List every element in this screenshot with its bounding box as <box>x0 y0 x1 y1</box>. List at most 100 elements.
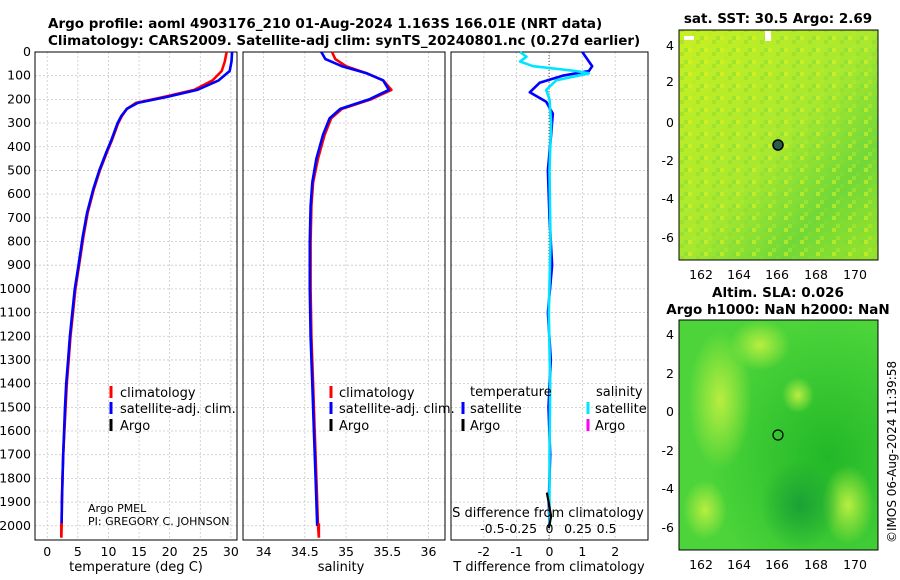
salinity-series <box>308 51 393 538</box>
sla-map-title-2: Argo h1000: NaN h2000: NaN <box>666 302 889 318</box>
y-tick-label: 1000 <box>0 281 31 296</box>
y-tick-label: 600 <box>7 186 31 201</box>
series-line-climatology <box>309 51 393 538</box>
sla-high <box>683 480 727 540</box>
y-tick-label: 2000 <box>0 518 31 533</box>
temperature-legend: climatology satellite-adj. clim. Argo <box>109 386 236 434</box>
top-x-tick-label: -0.25 <box>505 521 537 536</box>
difference-series <box>518 50 594 529</box>
header-line-1: Argo profile: aoml 4903176_210 01-Aug-20… <box>48 16 602 32</box>
top-x-tick-label: -0.5 <box>480 521 504 536</box>
sla-high <box>688 330 752 470</box>
x-tick-label: 35 <box>338 544 354 559</box>
y-tick-label: 900 <box>7 257 31 272</box>
y-tick-label: 1200 <box>0 328 31 343</box>
x-tick-label: 30 <box>223 544 239 559</box>
sst-ytick: -6 <box>662 230 675 245</box>
temperature-grid <box>35 51 237 540</box>
sla-map: Altim. SLA: 0.026 Argo h1000: NaN h2000:… <box>662 285 890 572</box>
sla-ytick: -4 <box>662 481 675 496</box>
argo-difference-line <box>545 492 553 529</box>
temperature-xlabel: temperature (deg C) <box>69 560 203 575</box>
salinity-ticks: 34 34.5 35 35.5 36 <box>256 544 437 559</box>
x-tick-label: 1 <box>578 544 586 559</box>
y-tick-label: 700 <box>7 210 31 225</box>
x-tick-label: 0 <box>546 544 554 559</box>
sst-ytick: -2 <box>662 153 674 168</box>
sla-low <box>760 460 840 550</box>
salinity-panel: 34 34.5 35 35.5 36 salinity climatology sate… <box>242 51 455 575</box>
y-tick-label: 100 <box>7 68 31 83</box>
sst-xtick: 164 <box>727 267 751 282</box>
sst-ytick: -4 <box>662 191 675 206</box>
difference-legend: temperature satellite Argo salinity sate… <box>461 385 647 434</box>
timestamp-stamp: ©IMOS 06-Aug-2024 11:39:58 <box>885 361 899 543</box>
legend-climatology: climatology <box>120 386 196 401</box>
sla-high <box>730 320 790 370</box>
temperature-panel: 0100200300400500600700800900100011001200… <box>0 44 239 575</box>
series-line-satellite-adj-clim <box>308 51 391 526</box>
sst-axes <box>678 29 879 261</box>
sla-ytick: -2 <box>662 443 674 458</box>
argo-position-marker <box>772 429 784 441</box>
sla-high <box>782 377 814 413</box>
sst-xtick: 162 <box>689 267 713 282</box>
x-tick-label: 5 <box>74 544 82 559</box>
sla-ytick: 2 <box>666 366 674 381</box>
x-tick-label: 20 <box>162 544 178 559</box>
sla-ytick: 0 <box>666 404 674 419</box>
sst-xtick: 168 <box>804 267 828 282</box>
y-tick-label: 800 <box>7 234 31 249</box>
y-tick-label: 1800 <box>0 470 31 485</box>
sla-map-title-1: Altim. SLA: 0.026 <box>712 285 844 301</box>
sst-cloud-gap <box>684 36 694 40</box>
sla-xtick: 170 <box>843 557 867 572</box>
sst-ytick: 2 <box>666 74 674 89</box>
difference-top-xlabel: S difference from climatology <box>452 506 644 521</box>
x-tick-label: 34 <box>256 544 272 559</box>
header-line-2: Climatology: CARS2009. Satellite-adj cli… <box>48 33 640 49</box>
sst-ticks: 4 2 0 -2 -4 -6 162 164 166 168 170 <box>662 38 867 282</box>
top-x-tick-label: 0 <box>546 521 554 536</box>
sst-ytick: 4 <box>666 38 674 53</box>
x-tick-label: 15 <box>131 544 147 559</box>
y-tick-label: 1600 <box>0 423 31 438</box>
sst-xtick: 166 <box>765 267 789 282</box>
sla-ytick: -6 <box>662 520 675 535</box>
legend-temperature-header: temperature <box>470 385 552 400</box>
y-tick-label: 0 <box>23 44 31 59</box>
difference-xlabel: T difference from climatology <box>452 560 645 575</box>
sla-axes <box>678 319 879 551</box>
x-tick-label: 25 <box>192 544 208 559</box>
legend-sal-satellite: satellite <box>595 402 647 417</box>
sst-ytick: 0 <box>666 115 674 130</box>
legend-temp-satellite: satellite <box>470 402 522 417</box>
sst-map-title: sat. SST: 30.5 Argo: 2.69 <box>684 11 872 27</box>
sst-map: sat. SST: 30.5 Argo: 2.69 4 2 0 -2 -4 -6… <box>662 11 879 282</box>
sla-xtick: 168 <box>804 557 828 572</box>
pi-institution: Argo PMEL <box>88 502 147 515</box>
y-tick-label: 200 <box>7 91 31 106</box>
series-line-climatology <box>60 51 228 538</box>
temperature-series <box>60 51 234 538</box>
temperature-axes <box>34 51 238 541</box>
x-tick-label: -1 <box>510 544 522 559</box>
legend-temp-argo: Argo <box>470 419 500 434</box>
y-tick-label: 1900 <box>0 494 31 509</box>
y-tick-label: 1700 <box>0 447 31 462</box>
top-x-tick-label: 0.5 <box>597 521 617 536</box>
pi-name: PI: GREGORY C. JOHNSON <box>88 515 229 528</box>
sla-xtick: 166 <box>765 557 789 572</box>
legend-climatology: climatology <box>339 386 415 401</box>
difference-panel: -2 -1 0 1 2 -0.5 -0.25 0 0.25 0.5 S difference fr… <box>450 50 649 575</box>
x-tick-label: 2 <box>611 544 619 559</box>
salinity-grid <box>243 51 445 540</box>
sst-cloud-gap <box>765 31 771 41</box>
y-tick-label: 500 <box>7 162 31 177</box>
series-line-satellite-adj-clim <box>60 51 234 524</box>
salinity-xlabel: salinity <box>318 560 365 575</box>
sla-ticks: 4 2 0 -2 -4 -6 162 164 166 168 170 <box>662 327 867 572</box>
argo-position-marker <box>772 139 784 151</box>
x-tick-label: 36 <box>421 544 437 559</box>
